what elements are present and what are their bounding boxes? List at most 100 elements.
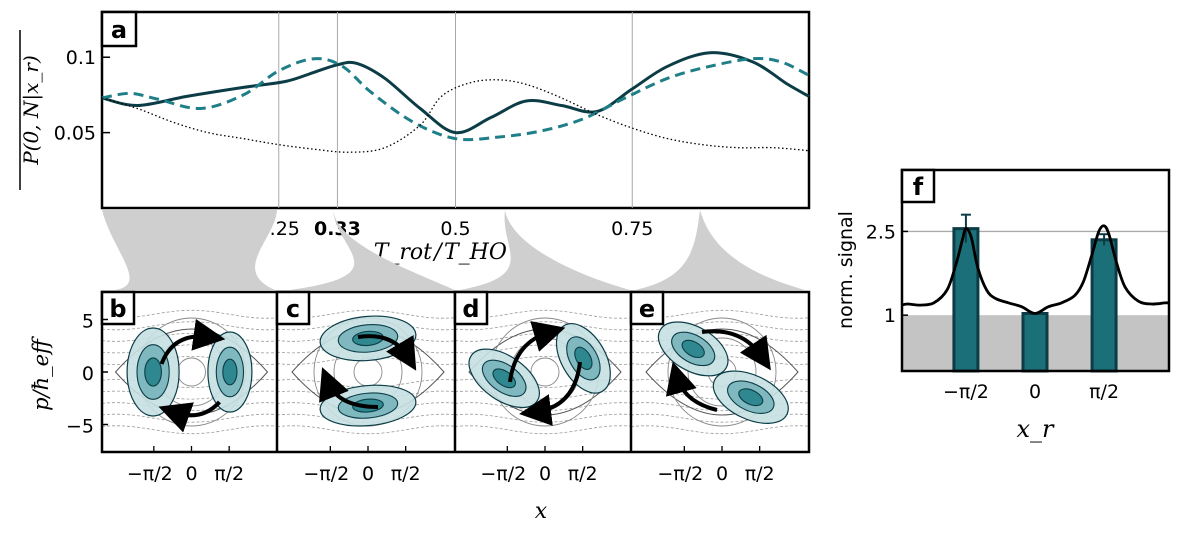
energy-contour--2 <box>456 390 630 400</box>
lobe-inner <box>681 339 705 359</box>
energy-contour-3 <box>102 333 276 342</box>
panel-a-label-box <box>100 10 138 48</box>
funnel-d <box>460 210 630 290</box>
x-tick-label-0-0: −π/2 <box>127 463 173 485</box>
x-tick-label-2: 0.5 <box>440 218 470 240</box>
panel-b-label: b <box>109 295 126 323</box>
panel-e-label: e <box>639 295 655 323</box>
panel-a-x-ticks: 0.25 0.33 0.5 0.75 <box>258 218 654 240</box>
panel-a-series <box>101 51 810 153</box>
panels-b-e-xlabel: x <box>535 499 548 524</box>
funnel-connectors <box>102 210 805 290</box>
f-x-tick-label-0: −π/2 <box>943 381 989 403</box>
energy-contour--5 <box>456 425 630 435</box>
x-tick-label-3-0: −π/2 <box>657 463 703 485</box>
energy-contour--5 <box>278 425 454 435</box>
energy-contour-3 <box>632 333 809 342</box>
panel-f-ylabel: norm. signal <box>835 211 857 329</box>
rotation-arrow-1 <box>519 361 582 426</box>
f-x-tick-label-1: 0 <box>1029 381 1041 403</box>
rotation-arrow-0 <box>159 318 226 365</box>
x-tick-label-3: 0.75 <box>611 218 653 240</box>
panel-c-label-box <box>275 290 311 326</box>
wigner-lobe-0 <box>126 327 180 417</box>
energy-contour--4 <box>456 413 630 423</box>
panel-f: −π/2 0 π/2 1 2.5 f norm. signal x_r <box>835 168 1171 443</box>
panels-b-e-y-ticks: 5 0 −5 <box>66 311 108 438</box>
rotation-arrow-1 <box>158 400 221 433</box>
separatrix <box>468 328 622 416</box>
overlay-curve <box>901 224 1170 315</box>
panel-f-frame <box>900 168 1171 373</box>
lobe-inner <box>144 357 162 387</box>
panel-a-ylabel: P(0, N|x_r) <box>19 55 44 166</box>
panel-f-label-box <box>900 168 936 204</box>
x-tick-label-0-1: 0 <box>185 463 197 485</box>
orbit-0 <box>353 357 383 387</box>
rotation-arrow-0 <box>508 321 566 383</box>
funnel-c <box>290 210 455 290</box>
bar-2 <box>1090 238 1118 373</box>
panel-a-gridlines <box>278 12 633 208</box>
energy-contour-5 <box>456 309 630 319</box>
panel-a-xlabel-den: T_HO <box>444 240 507 265</box>
panel-a-label: a <box>111 16 127 44</box>
be-y-tick-label-2: −5 <box>66 416 94 438</box>
panels-b-e-ylabel-text: p/ħ_eff <box>29 336 53 411</box>
series-dotted <box>101 79 810 153</box>
rotation-arrow-0 <box>701 329 771 371</box>
funnel-e <box>635 210 805 290</box>
panel-e-label-box <box>629 290 665 326</box>
lobe-inner <box>222 358 238 386</box>
wigner-lobe-1 <box>712 370 789 424</box>
energy-contour--3 <box>456 402 630 411</box>
orbit-0 <box>177 357 206 387</box>
rotation-arrow-0 <box>357 334 417 371</box>
energy-contour-4 <box>102 321 276 331</box>
energy-contour-4 <box>456 321 630 331</box>
bar-1 <box>1021 311 1049 373</box>
lobe-inner <box>738 388 764 407</box>
series-dashed <box>101 56 810 142</box>
phase-panel-e <box>632 309 809 435</box>
energy-contour-2 <box>102 344 276 354</box>
panel-d-label-box <box>453 290 489 326</box>
energy-contour--2 <box>102 390 276 400</box>
wigner-lobe-1 <box>207 331 253 413</box>
panel-a-xlabel-slash: / <box>432 240 444 265</box>
wigner-lobe-0 <box>319 315 417 362</box>
panel-b-label-box <box>100 290 136 326</box>
energy-contour-3 <box>456 333 630 342</box>
x-tick-label-1-0: −π/2 <box>303 463 349 485</box>
rotation-arrow-1 <box>665 361 718 412</box>
x-tick-label-1-2: π/2 <box>391 463 421 485</box>
phase-panel-d <box>456 309 630 435</box>
panel-f-label: f <box>913 173 924 201</box>
x-tick-label-3-2: π/2 <box>745 463 775 485</box>
energy-contour--5 <box>632 425 809 435</box>
orbit-0 <box>530 357 560 387</box>
funnel-b <box>102 210 277 290</box>
lobe-inner <box>492 368 516 389</box>
y-tick-label-0: 0.1 <box>66 47 96 69</box>
panels-b-e: b c d e 50−5 −π/2 0 π/2 −π/2 0 π/2 −π/2 0 π/2 −π/… <box>29 290 811 524</box>
energy-contour--3 <box>102 402 276 411</box>
panel-a: 0.25 0.33 0.5 0.75 0.10.05 a P(0, N|x_r) T_… <box>19 10 811 265</box>
x-tick-label-2-1: 0 <box>539 463 551 485</box>
be-y-tick-label-1: 0 <box>82 363 94 385</box>
be-y-tick-label-0: 5 <box>82 311 94 333</box>
f-x-tick-label-2: π/2 <box>1089 381 1119 403</box>
phase-panel-b <box>102 309 276 435</box>
energy-contour-5 <box>102 309 276 319</box>
panel-f-xlabel: x_r <box>1016 415 1055 443</box>
f-y-tick-label-0: 1 <box>884 305 896 327</box>
panel-a-y-ticks: 0.1 0.05 <box>54 47 110 145</box>
panel-a-xlabel: T_rot / T_HO <box>374 240 507 265</box>
panels-b-e-ylabel: p/ħ_eff <box>29 336 53 411</box>
f-y-tick-label-1: 2.5 <box>866 221 896 243</box>
phase-panel-c <box>278 309 454 435</box>
x-tick-label-2-2: π/2 <box>568 463 598 485</box>
phase-space-content <box>102 309 809 435</box>
x-tick-label-0-2: π/2 <box>214 463 244 485</box>
